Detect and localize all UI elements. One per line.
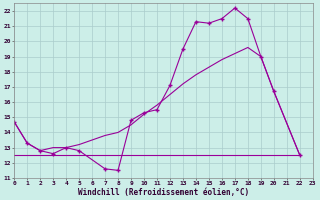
X-axis label: Windchill (Refroidissement éolien,°C): Windchill (Refroidissement éolien,°C) bbox=[78, 188, 249, 197]
